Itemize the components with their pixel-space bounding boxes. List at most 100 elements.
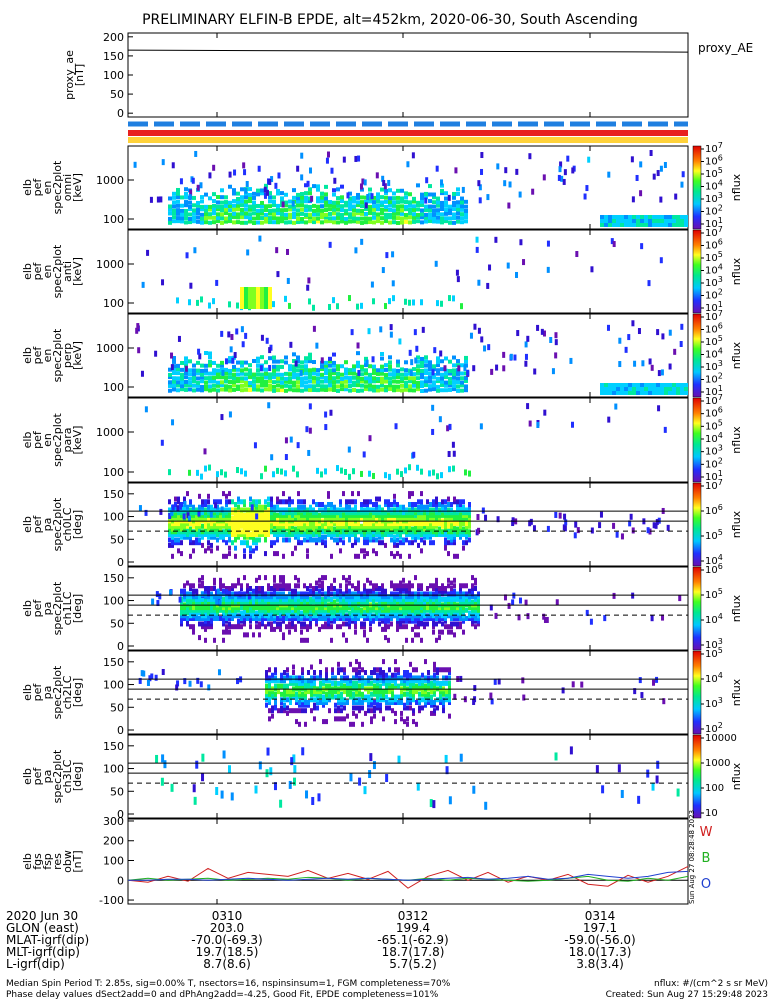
pitch-angle-cell bbox=[348, 537, 351, 543]
spectrogram-cell bbox=[639, 190, 643, 197]
pitch-angle-cell bbox=[189, 605, 192, 611]
pitch-angle-cell bbox=[300, 616, 303, 621]
spectrogram-cell bbox=[312, 387, 316, 392]
pitch-angle-cell bbox=[225, 607, 228, 613]
spectrogram-cell bbox=[612, 383, 616, 387]
pitch-angle-cell bbox=[279, 577, 282, 583]
spectrogram-cell bbox=[551, 368, 555, 375]
pitch-angle-cell bbox=[183, 613, 186, 619]
spectrogram-cell bbox=[583, 193, 587, 200]
pitch-angle-cell bbox=[319, 680, 322, 686]
pitch-angle-cell bbox=[213, 529, 216, 535]
spectrogram-cell bbox=[332, 220, 336, 225]
pitch-angle-cell bbox=[462, 529, 465, 535]
pitch-angle-cell bbox=[441, 613, 444, 619]
spectrogram-cell bbox=[296, 196, 300, 201]
pitch-angle-cell bbox=[381, 507, 384, 513]
spectrogram-cell bbox=[180, 195, 184, 200]
pitch-angle-cell bbox=[189, 553, 192, 559]
pitch-angle-cell bbox=[426, 591, 429, 597]
pitch-angle-cell bbox=[432, 502, 435, 507]
pitch-angle-cell bbox=[328, 678, 331, 684]
pitch-angle-cell bbox=[237, 521, 240, 527]
spectrogram-cell bbox=[280, 212, 284, 217]
spectrogram-cell bbox=[224, 367, 228, 372]
spectrogram-cell bbox=[364, 376, 368, 381]
pitch-angle-cell bbox=[345, 596, 348, 602]
spectrogram-cell bbox=[188, 220, 192, 225]
spectrogram-cell bbox=[659, 196, 663, 203]
pitch-angle-cell bbox=[459, 624, 462, 630]
pitch-angle-cell bbox=[310, 678, 313, 684]
spectrogram-cell bbox=[416, 384, 420, 389]
pitch-angle-cell bbox=[306, 529, 309, 535]
spectrogram-cell bbox=[216, 368, 220, 373]
spectrogram-cell bbox=[252, 211, 256, 216]
pitch-angle-cell bbox=[240, 613, 243, 619]
pitch-angle-cell bbox=[327, 529, 330, 535]
pitch-angle-cell bbox=[204, 586, 207, 591]
spectrogram-cell bbox=[444, 375, 448, 380]
spectrogram-cell bbox=[435, 165, 439, 172]
colorbar-tick-label: 104 bbox=[705, 612, 723, 626]
spectrogram-cell bbox=[284, 355, 288, 360]
pitch-angle-cell bbox=[316, 689, 319, 695]
spectrogram-cell bbox=[384, 212, 388, 217]
spectrogram-cell bbox=[340, 184, 344, 189]
spectrogram-cell bbox=[156, 196, 160, 203]
spectrogram-cell bbox=[372, 215, 376, 220]
pitch-angle-cell bbox=[429, 596, 432, 602]
spectrogram-cell bbox=[507, 202, 511, 209]
spectrogram-cell bbox=[506, 262, 510, 269]
spectrogram-cell bbox=[340, 212, 344, 217]
pitch-angle-cell bbox=[315, 613, 318, 619]
spectrogram-cell bbox=[244, 470, 247, 477]
spectrogram-cell bbox=[264, 216, 268, 221]
pitch-angle-cell bbox=[207, 599, 210, 605]
spectrogram-cell bbox=[264, 360, 268, 365]
spectrogram-cell bbox=[456, 363, 460, 368]
spectrogram-cell bbox=[208, 220, 212, 225]
pitch-angle-cell bbox=[435, 496, 438, 502]
pitch-angle-cell bbox=[336, 523, 339, 529]
pitch-angle-cell bbox=[204, 532, 207, 537]
pitch-angle-cell bbox=[198, 599, 201, 605]
pitch-angle-cell bbox=[333, 591, 336, 597]
pitch-angle-cell bbox=[295, 680, 298, 686]
figure-title: PRELIMINARY ELFIN-B EPDE, alt=452km, 202… bbox=[142, 12, 638, 28]
pitch-angle-cell bbox=[273, 526, 276, 532]
pitch-angle-cell bbox=[183, 500, 187, 507]
pitch-angle-cell bbox=[204, 599, 207, 605]
spectrogram-cell bbox=[320, 379, 324, 384]
pitch-angle-cell bbox=[273, 529, 276, 535]
pitch-angle-cell bbox=[292, 689, 295, 695]
pitch-angle-cell bbox=[279, 507, 282, 513]
pitch-angle-cell bbox=[297, 534, 300, 540]
spectrogram-cell bbox=[276, 372, 280, 377]
spectrogram-cell bbox=[420, 388, 424, 393]
spectrogram-cell bbox=[180, 372, 184, 377]
pitch-angle-cell bbox=[372, 526, 375, 532]
spectrogram-cell bbox=[363, 179, 367, 186]
pitch-angle-cell bbox=[252, 632, 255, 638]
spectrogram-cell bbox=[308, 427, 312, 434]
pitch-angle-cell bbox=[246, 510, 249, 516]
colorbar-tick-label: 107 bbox=[705, 141, 723, 155]
pitch-angle-cell bbox=[324, 523, 327, 529]
pitch-angle-cell bbox=[423, 515, 426, 521]
pitch-angle-cell bbox=[339, 499, 342, 505]
spectrogram-cell bbox=[172, 359, 176, 364]
spectrogram-cell bbox=[172, 371, 176, 376]
spectrogram-cell bbox=[276, 364, 280, 369]
pitch-angle-cell bbox=[301, 694, 304, 700]
pitch-angle-cell bbox=[171, 526, 174, 532]
spectrogram-cell bbox=[620, 215, 624, 219]
pitch-angle-cell bbox=[288, 605, 291, 611]
pitch-angle-cell bbox=[438, 618, 441, 624]
pitch-angle-cell bbox=[468, 588, 471, 594]
pitch-angle-cell bbox=[447, 607, 450, 613]
spectrogram-cell bbox=[168, 220, 172, 225]
spectrogram-cell bbox=[192, 372, 196, 377]
pitch-angle-cell bbox=[298, 708, 301, 714]
pitch-angle-cell bbox=[312, 526, 315, 532]
